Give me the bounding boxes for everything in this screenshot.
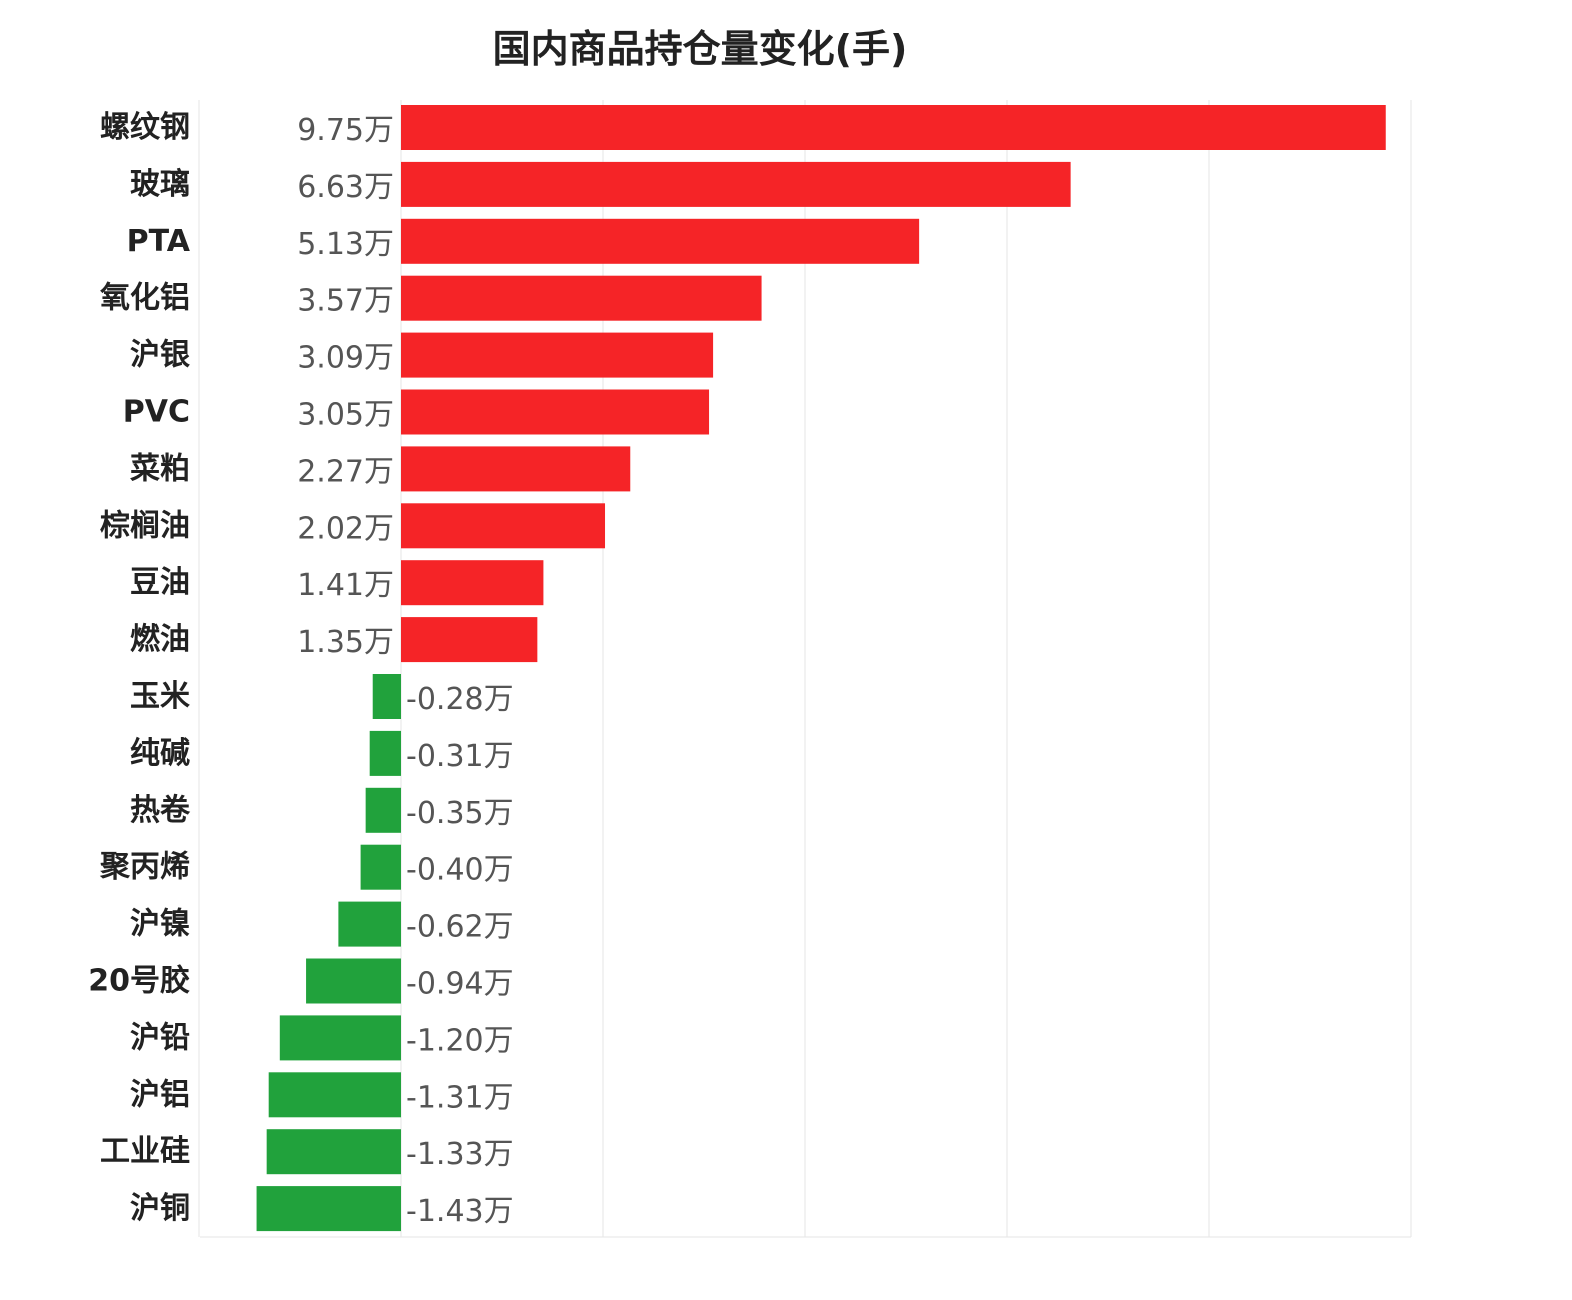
value-label: -1.20万 xyxy=(406,1023,514,1058)
value-label: -1.33万 xyxy=(406,1137,514,1172)
value-label: 1.35万 xyxy=(297,625,394,660)
bar-series xyxy=(256,105,1386,1232)
bar xyxy=(401,332,714,378)
bar xyxy=(401,218,920,264)
value-label: -1.43万 xyxy=(406,1194,514,1229)
category-label: 菜粕 xyxy=(130,451,190,486)
bar xyxy=(279,1015,401,1061)
value-label: 2.02万 xyxy=(297,511,394,546)
value-label: 3.57万 xyxy=(297,284,394,319)
bar xyxy=(401,389,710,435)
value-label: -0.40万 xyxy=(406,853,514,888)
bar xyxy=(401,617,538,663)
category-label: 氧化铝 xyxy=(100,281,190,316)
bar xyxy=(306,958,401,1004)
chart-title: 国内商品持仓量变化(手) xyxy=(492,27,908,71)
bar xyxy=(360,844,401,890)
value-label: 6.63万 xyxy=(297,170,394,205)
category-label: 沪银 xyxy=(130,338,190,373)
bar xyxy=(372,674,401,719)
value-label: -0.94万 xyxy=(406,967,514,1002)
grid-lines xyxy=(198,100,1412,1238)
bar xyxy=(401,503,606,549)
bar xyxy=(365,787,401,833)
category-label: 豆油 xyxy=(130,565,190,600)
bar xyxy=(369,730,401,776)
value-label: 2.27万 xyxy=(297,454,394,489)
value-label: -0.31万 xyxy=(406,739,514,774)
category-label: 沪铅 xyxy=(130,1020,190,1055)
value-labels: 9.75万 6.63万 5.13万 3.57万 3.09万 3.05万 2.27万 2.02万… xyxy=(297,113,513,1229)
category-label: 燃油 xyxy=(130,622,190,657)
bar xyxy=(338,901,401,947)
bar xyxy=(266,1129,401,1175)
value-label: 3.09万 xyxy=(297,341,394,376)
value-label: 1.41万 xyxy=(297,568,394,603)
value-label: 9.75万 xyxy=(297,113,394,148)
category-label: PTA xyxy=(127,224,191,259)
bar xyxy=(401,105,1386,150)
value-label: -1.31万 xyxy=(406,1080,514,1115)
bar xyxy=(401,560,544,606)
value-label: -0.35万 xyxy=(406,796,514,831)
category-label: 沪铜 xyxy=(130,1191,190,1226)
bar xyxy=(256,1186,401,1232)
category-label: 聚丙烯 xyxy=(99,850,190,885)
value-label: -0.62万 xyxy=(406,910,514,945)
category-label: 棕榈油 xyxy=(100,508,190,543)
category-label: 20号胶 xyxy=(88,964,190,999)
value-label: -0.28万 xyxy=(406,682,514,717)
category-label: 沪铝 xyxy=(130,1077,190,1112)
category-label: 玻璃 xyxy=(130,167,190,202)
category-label: 纯碱 xyxy=(130,736,190,771)
category-label: 玉米 xyxy=(130,679,190,714)
bar xyxy=(401,446,631,492)
category-label: 沪镍 xyxy=(130,907,190,942)
value-label: 3.05万 xyxy=(297,398,394,433)
bar xyxy=(401,161,1071,207)
category-label: PVC xyxy=(123,395,190,430)
value-label: 5.13万 xyxy=(297,227,394,262)
category-label: 工业硅 xyxy=(100,1134,190,1169)
bar xyxy=(268,1072,401,1118)
category-label: 螺纹钢 xyxy=(100,110,190,145)
category-label: 热卷 xyxy=(130,793,191,828)
bar xyxy=(401,275,762,321)
